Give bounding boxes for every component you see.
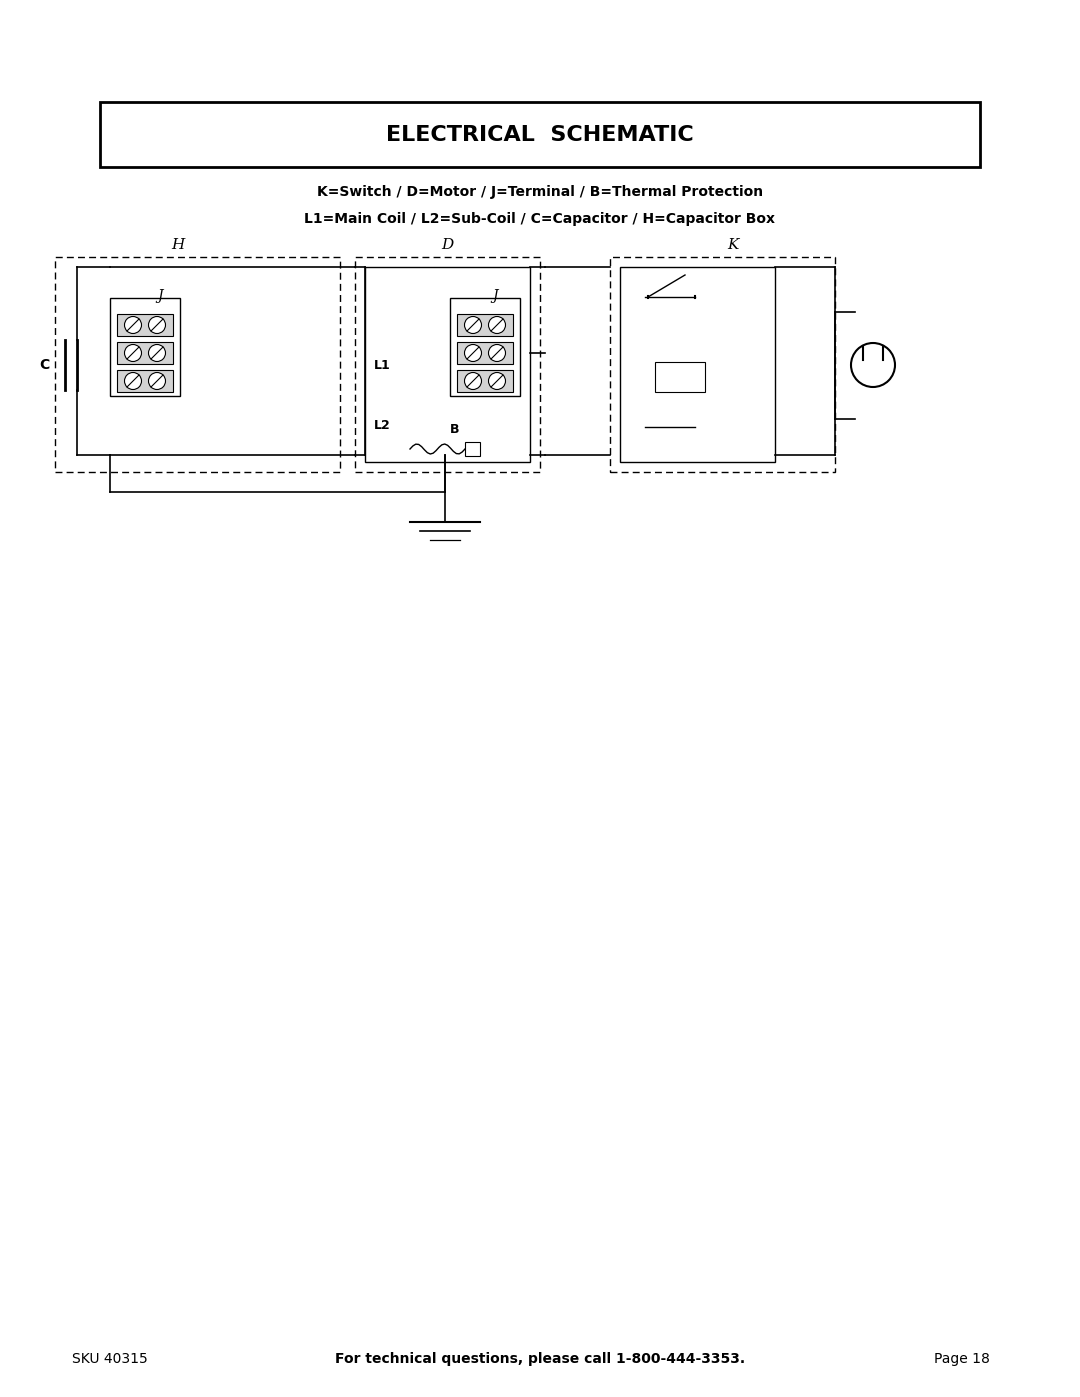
Bar xyxy=(610,257,835,472)
Bar xyxy=(457,370,513,393)
Text: C: C xyxy=(40,358,50,372)
Circle shape xyxy=(488,373,505,390)
Text: ELECTRICAL  SCHEMATIC: ELECTRICAL SCHEMATIC xyxy=(387,124,693,144)
Circle shape xyxy=(148,345,165,362)
Circle shape xyxy=(488,345,505,362)
Circle shape xyxy=(464,317,482,334)
Bar xyxy=(117,370,173,393)
Circle shape xyxy=(148,317,165,334)
Text: SKU 40315: SKU 40315 xyxy=(72,1352,148,1366)
Text: D: D xyxy=(442,237,454,251)
Bar xyxy=(355,257,540,472)
Circle shape xyxy=(488,317,505,334)
Bar xyxy=(117,314,173,337)
Text: B: B xyxy=(450,422,460,436)
Text: L1=Main Coil / L2=Sub-Coil / C=Capacitor / H=Capacitor Box: L1=Main Coil / L2=Sub-Coil / C=Capacitor… xyxy=(305,212,775,226)
Bar xyxy=(457,342,513,365)
Bar xyxy=(465,441,480,455)
Circle shape xyxy=(124,317,141,334)
Text: J: J xyxy=(158,289,163,303)
Text: K=Switch / D=Motor / J=Terminal / B=Thermal Protection: K=Switch / D=Motor / J=Terminal / B=Ther… xyxy=(316,184,764,198)
Circle shape xyxy=(464,345,482,362)
Text: H: H xyxy=(171,237,184,251)
Circle shape xyxy=(124,373,141,390)
Bar xyxy=(450,298,519,395)
Text: J: J xyxy=(492,289,498,303)
Circle shape xyxy=(148,373,165,390)
Text: K: K xyxy=(727,237,739,251)
Text: L2: L2 xyxy=(374,419,390,432)
Circle shape xyxy=(124,345,141,362)
Bar xyxy=(365,267,530,462)
Bar xyxy=(457,314,513,337)
Bar xyxy=(654,362,705,393)
Circle shape xyxy=(464,373,482,390)
Bar xyxy=(620,267,775,462)
Bar xyxy=(55,257,340,472)
Text: Page 18: Page 18 xyxy=(934,1352,990,1366)
Circle shape xyxy=(851,344,895,387)
Bar xyxy=(117,342,173,365)
FancyBboxPatch shape xyxy=(100,102,980,168)
Text: For technical questions, please call 1-800-444-3353.: For technical questions, please call 1-8… xyxy=(335,1352,745,1366)
Text: L1: L1 xyxy=(374,359,390,372)
Bar xyxy=(110,298,180,395)
